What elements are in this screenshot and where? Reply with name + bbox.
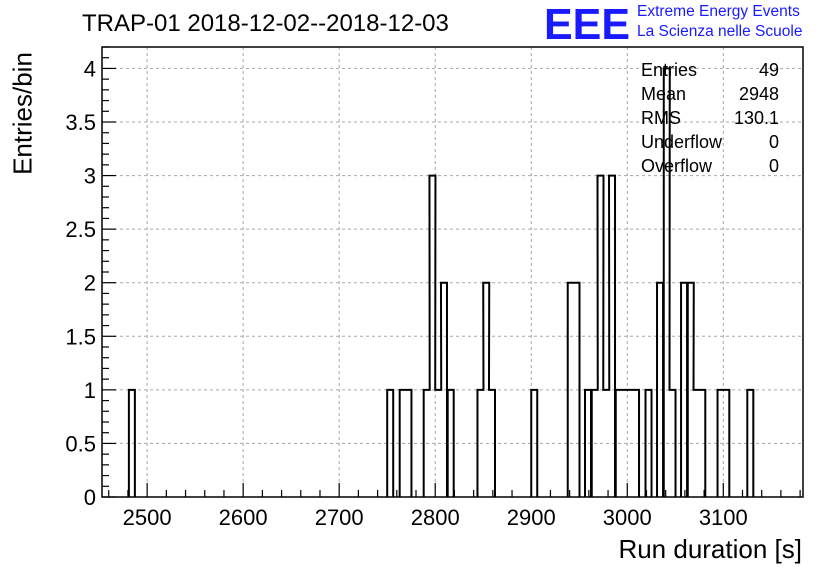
stats-label: Underflow <box>641 132 723 152</box>
histogram-bin <box>670 390 676 497</box>
stats-row: Mean 2948 <box>641 82 779 106</box>
x-tick-label: 2900 <box>507 505 556 530</box>
stats-value: 0 <box>768 156 779 176</box>
histogram-bin <box>681 283 687 497</box>
histogram-bin <box>622 390 628 497</box>
histogram-bin <box>598 176 604 497</box>
x-tick-label: 3100 <box>699 505 748 530</box>
y-tick-label: 0.5 <box>65 431 96 456</box>
logo-mark: EEE <box>544 2 630 44</box>
x-tick-labels: 2500 2600 2700 2800 2900 3000 3100 <box>123 505 748 530</box>
stats-box: Entries 49 Mean 2948 RMS 130.1 Underflow… <box>641 58 779 178</box>
stats-row: Underflow 0 <box>641 130 779 154</box>
stats-value: 0 <box>768 132 779 152</box>
y-tick-labels: 0 0.5 1 1.5 2 2.5 3 3.5 4 <box>65 56 96 510</box>
histogram-bin <box>424 390 430 497</box>
histogram-bin <box>489 390 495 497</box>
logo-line-2: La Scienza nelle Scuole <box>637 23 803 40</box>
y-tick-label: 2 <box>84 271 96 296</box>
stats-label: Overflow <box>641 156 713 176</box>
histogram-bin <box>400 390 406 497</box>
histogram-bin <box>435 390 441 497</box>
stats-row: Entries 49 <box>641 58 779 82</box>
histogram-bin <box>723 390 729 497</box>
histogram-bin <box>627 390 633 497</box>
y-tick-label: 3.5 <box>65 110 96 135</box>
y-tick-label: 2.5 <box>65 217 96 242</box>
x-axis-label: Run duration [s] <box>618 534 802 564</box>
x-tick-label: 3000 <box>603 505 652 530</box>
stats-label: Mean <box>641 84 687 104</box>
y-tick-label: 3 <box>84 164 96 189</box>
histogram-bin <box>633 390 639 497</box>
logo-caption: Extreme Energy Events La Scienza nelle S… <box>637 2 802 42</box>
histogram-bin <box>657 283 663 497</box>
histogram-bins <box>127 67 755 497</box>
stats-label: Entries <box>641 60 698 80</box>
histogram-bin <box>699 390 705 497</box>
histogram-bin <box>129 390 135 497</box>
stats-label: RMS <box>641 108 681 128</box>
histogram-bin <box>616 390 622 497</box>
eee-logo-icon: EEE <box>544 2 630 44</box>
histogram-bin <box>405 390 411 497</box>
y-tick-label: 0 <box>84 485 96 510</box>
histogram-bin <box>718 390 724 497</box>
histogram-bin <box>483 283 489 497</box>
stats-row: Overflow 0 <box>641 154 779 178</box>
histogram-bin <box>646 390 652 497</box>
histogram-bin <box>694 390 700 497</box>
histogram-bin <box>531 390 537 497</box>
x-tick-label: 2800 <box>411 505 460 530</box>
x-tick-label: 2500 <box>123 505 172 530</box>
histogram-bin <box>585 390 591 497</box>
histogram-bin <box>477 390 483 497</box>
x-tick-label: 2600 <box>219 505 268 530</box>
y-tick-label: 1.5 <box>65 324 96 349</box>
histogram-bin <box>568 283 574 497</box>
histogram-bin <box>747 390 753 497</box>
logo-line-1: Extreme Energy Events <box>637 3 800 20</box>
y-tick-label: 1 <box>84 378 96 403</box>
stats-value: 130.1 <box>733 108 779 128</box>
histogram-bin <box>609 176 615 497</box>
histogram-outline <box>127 67 755 497</box>
grid-lines <box>102 47 803 497</box>
axes <box>101 46 804 498</box>
x-tick-label: 2700 <box>315 505 364 530</box>
histogram-bin <box>688 283 694 497</box>
stats-value: 2948 <box>738 84 779 104</box>
histogram-bin <box>387 390 393 497</box>
y-tick-label: 4 <box>84 56 96 81</box>
histogram-bin <box>573 283 579 497</box>
stats-row: RMS 130.1 <box>641 106 779 130</box>
histogram-bin <box>441 283 447 497</box>
chart-title: TRAP-01 2018-12-02--2018-12-03 <box>82 10 449 37</box>
histogram-bin <box>429 176 435 497</box>
histogram-bin <box>448 390 454 497</box>
stats-value: 49 <box>758 60 779 80</box>
histogram-bin <box>592 390 598 497</box>
histogram-bin <box>603 390 609 497</box>
